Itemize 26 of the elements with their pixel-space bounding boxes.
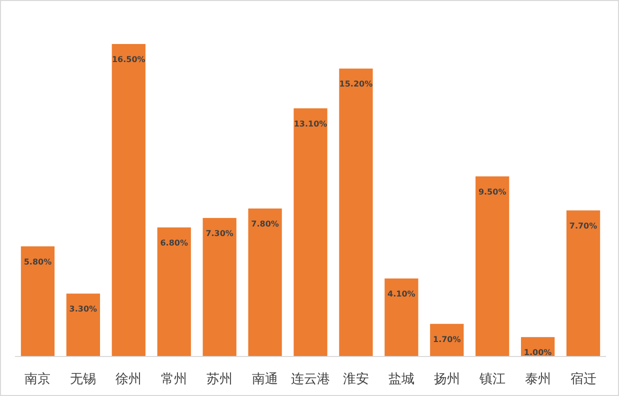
x-tick-label: 无锡 [70, 372, 96, 387]
data-label: 13.10% [294, 119, 328, 128]
data-label: 15.20% [339, 80, 373, 89]
x-tick-label: 南通 [252, 372, 278, 387]
data-label: 6.80% [160, 238, 188, 248]
x-tick-label: 南京 [24, 372, 51, 387]
x-tick-label: 泰州 [524, 372, 551, 387]
data-label: 16.50% [112, 55, 146, 64]
x-tick-label: 宿迁 [570, 371, 596, 387]
x-tick-label: 苏州 [206, 372, 233, 387]
data-label: 7.30% [206, 228, 234, 238]
x-tick-label: 徐州 [116, 372, 142, 387]
data-label: 5.80% [24, 257, 52, 266]
x-tick-label: 扬州 [434, 372, 460, 387]
x-tick-label: 镇江 [478, 372, 506, 387]
data-label: 7.80% [251, 220, 279, 229]
data-label: 9.50% [478, 187, 506, 196]
data-label: 1.00% [524, 348, 552, 358]
x-tick-label: 常州 [161, 372, 188, 387]
data-label: 3.30% [69, 304, 98, 314]
data-label: 4.10% [388, 289, 416, 298]
data-label: 1.70% [433, 334, 461, 344]
x-tick-label: 淮安 [342, 371, 369, 387]
x-tick-label: 连云港 [291, 372, 330, 387]
data-label: 7.70% [569, 221, 598, 230]
x-tick-label: 盐城 [388, 372, 414, 387]
